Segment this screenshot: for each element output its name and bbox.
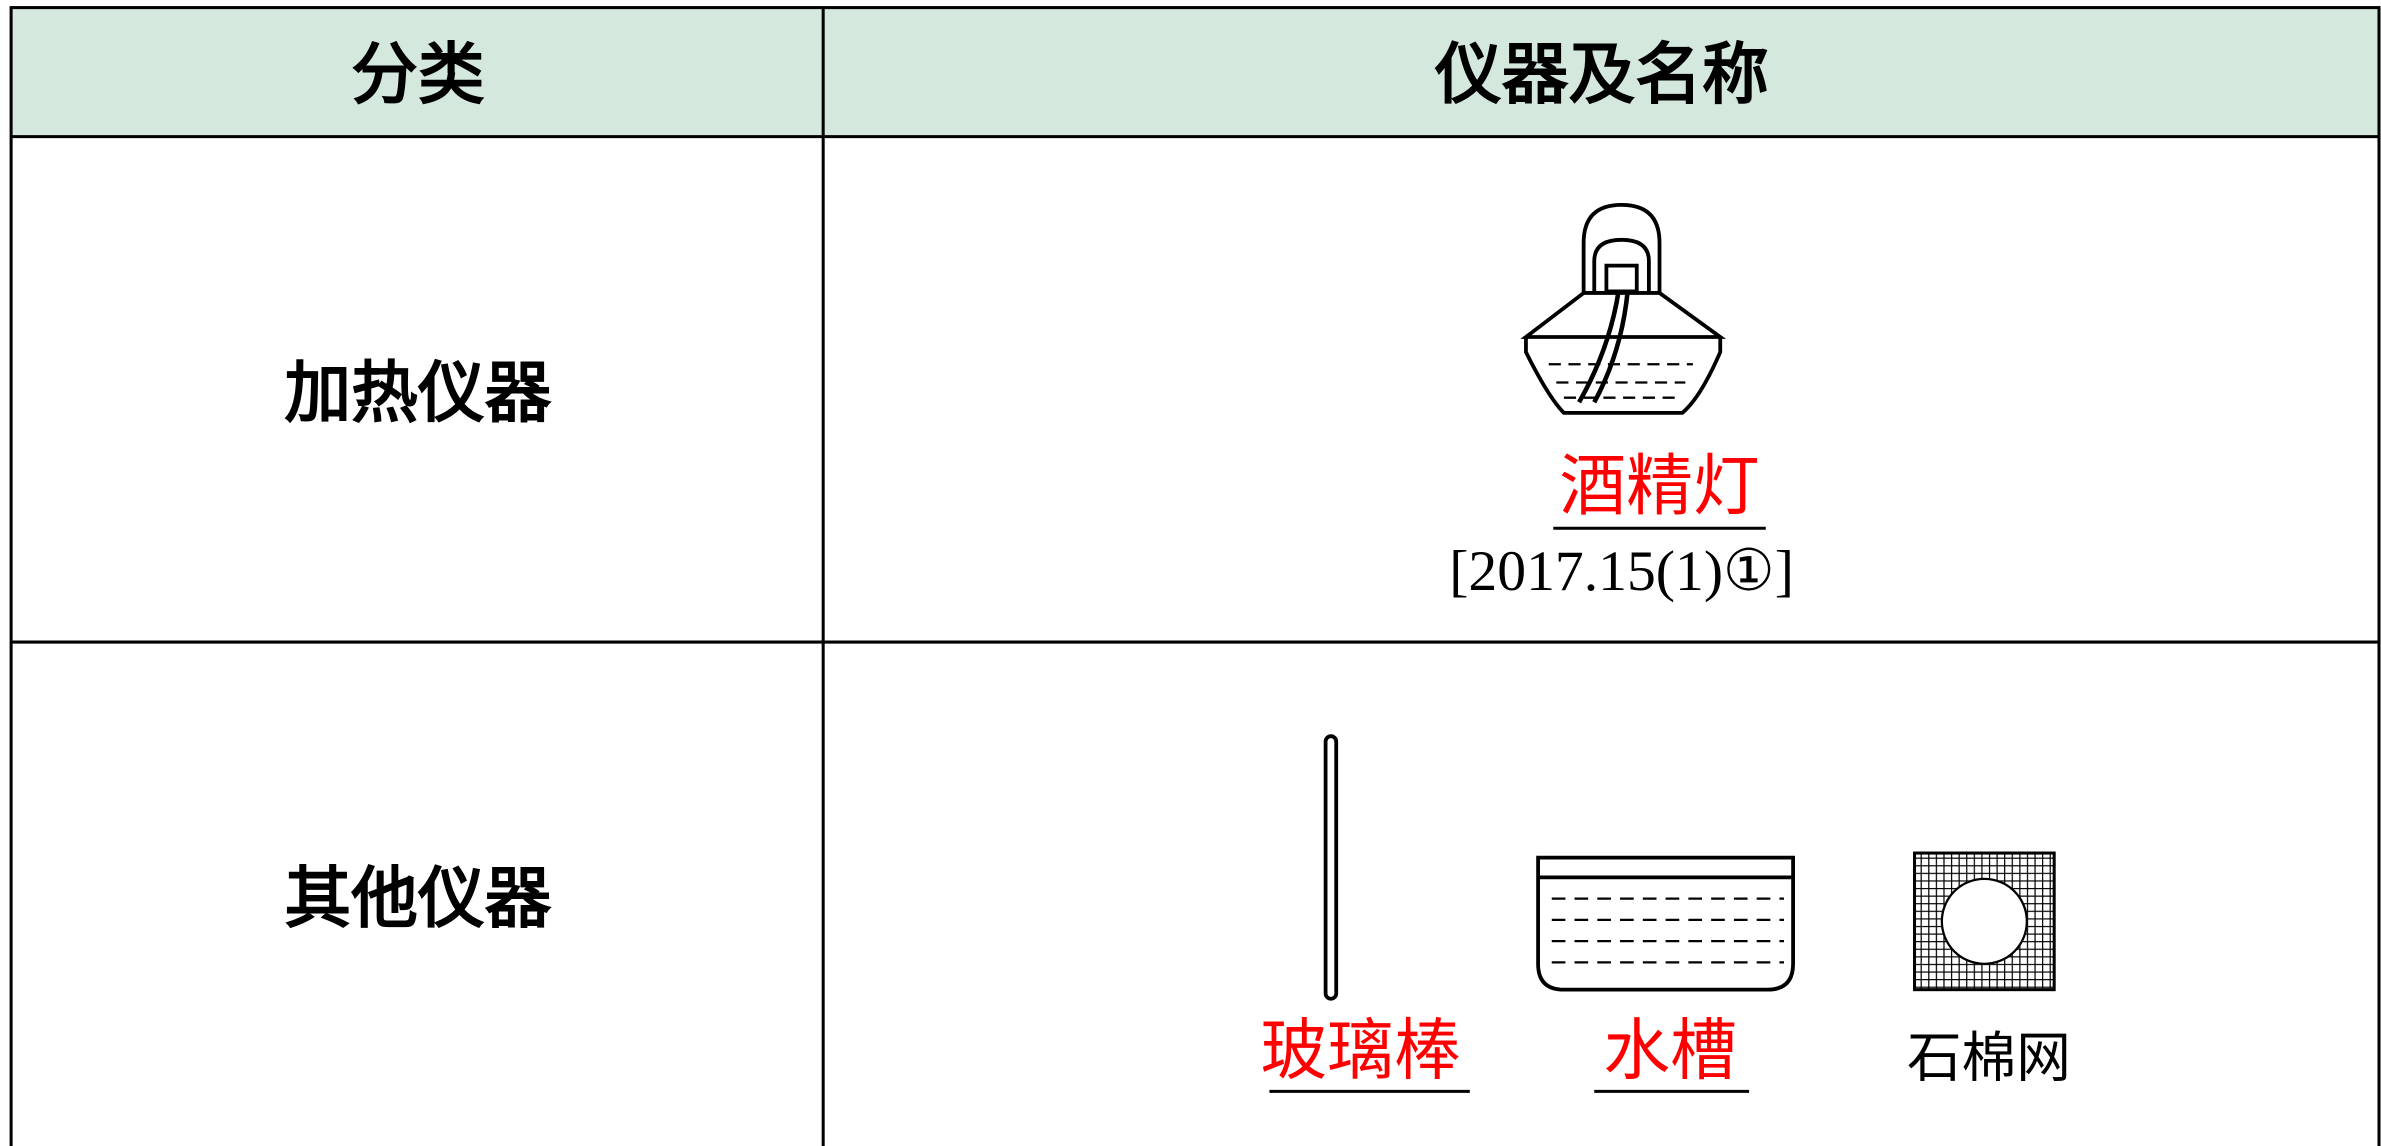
alcohol-lamp-icon bbox=[1520, 203, 1727, 415]
answer-label: 水槽 bbox=[1603, 1011, 1737, 1089]
answer-label: 酒精灯 bbox=[1559, 447, 1759, 525]
header-cell: 分类 bbox=[351, 35, 485, 113]
category: 其他仪器 bbox=[284, 860, 552, 938]
glass-rod-icon bbox=[1323, 734, 1339, 1001]
category: 加热仪器 bbox=[284, 354, 552, 432]
table: 分类 仪器及名称 加热仪器 其他仪器 酒精灯 [2017.15(1)①] 玻璃棒 bbox=[9, 6, 2381, 1146]
water-trough-icon bbox=[1536, 855, 1795, 992]
table-border bbox=[9, 6, 2381, 1146]
gauze-icon bbox=[1913, 851, 2056, 992]
answer-label: 玻璃棒 bbox=[1260, 1011, 1460, 1089]
item-label: 石棉网 bbox=[1907, 1026, 2071, 1090]
header-cell: 仪器及名称 bbox=[1434, 35, 1769, 113]
note: [2017.15(1)①] bbox=[1449, 540, 1794, 603]
header-bg bbox=[11, 7, 2380, 137]
